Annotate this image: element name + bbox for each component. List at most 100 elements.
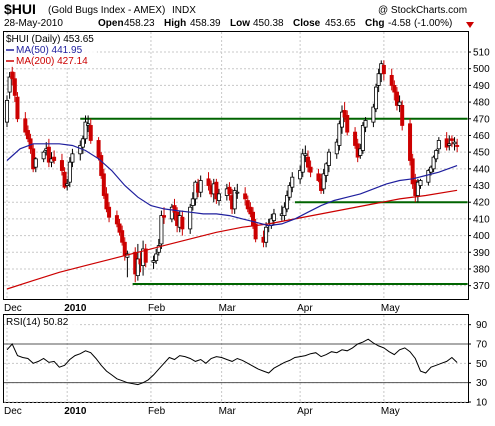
candle-down [96, 140, 101, 158]
price-ytick-label: 430 [473, 181, 490, 192]
candle-down [227, 186, 232, 195]
price-ytick-label: 480 [473, 98, 490, 109]
price-xtick-label: 2010 [64, 303, 87, 314]
candle-up [264, 226, 269, 243]
candle-up [169, 206, 174, 220]
candle-up [41, 151, 46, 160]
price-ytick-label: 470 [473, 114, 490, 125]
rsi-ytick-label: 70 [476, 340, 488, 351]
candle-up [285, 195, 290, 210]
candle-up [374, 86, 379, 110]
ma200-line [6, 189, 458, 290]
candle-up [300, 153, 305, 173]
close-value: 453.65 [325, 18, 356, 29]
rsi-line [6, 338, 458, 386]
price-xtick-label: Dec [4, 303, 22, 314]
price-ytick-label: 420 [473, 198, 490, 209]
rsi-panel [3, 314, 469, 403]
candle-down [408, 123, 413, 161]
price-xtick-label: May [381, 303, 400, 314]
candle-down [410, 158, 415, 185]
price-ytick-label: 510 [473, 48, 490, 59]
candle-down [455, 145, 460, 147]
candle-down [316, 173, 321, 181]
chart-watermark: @ StockCharts.com [378, 5, 467, 16]
candle-up [376, 73, 381, 86]
rsi-xtick-label: 2010 [64, 406, 87, 417]
chart-symbol: $HUI [4, 1, 36, 17]
rsi-xtick-label: Feb [148, 406, 166, 417]
candle-up [151, 260, 156, 263]
candle-down [88, 125, 93, 141]
candle-up [337, 123, 342, 146]
candle-down [400, 105, 405, 126]
candle-down [206, 178, 211, 186]
price-ytick-label: 400 [473, 231, 490, 242]
candle-up [334, 141, 339, 155]
candle-up [428, 166, 433, 173]
candle-down [46, 146, 51, 163]
candle-up [415, 181, 420, 196]
candle-up [232, 190, 237, 210]
candle-down [101, 173, 106, 196]
candle-up [198, 180, 203, 193]
candle-down [162, 215, 167, 218]
candle-down [99, 155, 104, 176]
candle-up [434, 150, 439, 160]
rsi-ytick-label: 30 [476, 378, 488, 389]
candle-up [86, 123, 91, 126]
candle-down [117, 223, 122, 233]
low-value: 450.38 [253, 18, 284, 29]
candle-up [282, 206, 287, 216]
rsi-xtick-label: Dec [4, 406, 22, 417]
candle-down [104, 193, 109, 210]
candle-up [70, 153, 75, 163]
candle-down [444, 138, 449, 148]
candle-down [381, 64, 386, 75]
candle-down [143, 248, 148, 263]
candle-down [353, 131, 358, 146]
candle-up [190, 198, 195, 206]
candle-up [326, 151, 331, 166]
price-ytick-label: 500 [473, 64, 490, 75]
high-label: High [164, 18, 186, 29]
legend-ma50: MA(50) 441.95 [16, 45, 83, 56]
candle-down [15, 96, 20, 120]
candle-up [436, 140, 441, 150]
chg-percent: (-1.00%) [414, 18, 452, 29]
candle-up [65, 183, 70, 186]
candle-up [452, 141, 457, 145]
candle-up [358, 148, 363, 156]
candle-down [10, 71, 15, 80]
candle-down [245, 200, 250, 210]
candle-up [159, 215, 164, 245]
candle-up [216, 193, 221, 201]
candle-up [339, 111, 344, 128]
candle-down [394, 91, 399, 106]
price-ytick-label: 390 [473, 248, 490, 259]
chart-date: 28-May-2010 [4, 18, 63, 29]
price-xtick-label: Mar [219, 303, 237, 314]
candle-down [253, 223, 258, 240]
candle-up [271, 213, 276, 221]
chart-exchange: INDX [172, 5, 196, 16]
candle-down [59, 160, 64, 171]
candle-up [371, 106, 376, 123]
price-ytick-label: 410 [473, 214, 490, 225]
candle-down [23, 118, 28, 133]
price-xtick-label: Apr [297, 303, 313, 314]
candle-down [172, 205, 177, 213]
candle-down [180, 216, 185, 230]
down-arrow-icon [466, 22, 474, 28]
candle-up [235, 191, 240, 194]
close-label: Close [293, 18, 321, 29]
candle-down [345, 115, 350, 133]
candle-up [447, 143, 452, 146]
candle-up [298, 170, 303, 180]
candle-down [107, 206, 112, 218]
candle-down [62, 171, 67, 188]
candle-up [154, 253, 159, 262]
candle-up [156, 245, 161, 253]
